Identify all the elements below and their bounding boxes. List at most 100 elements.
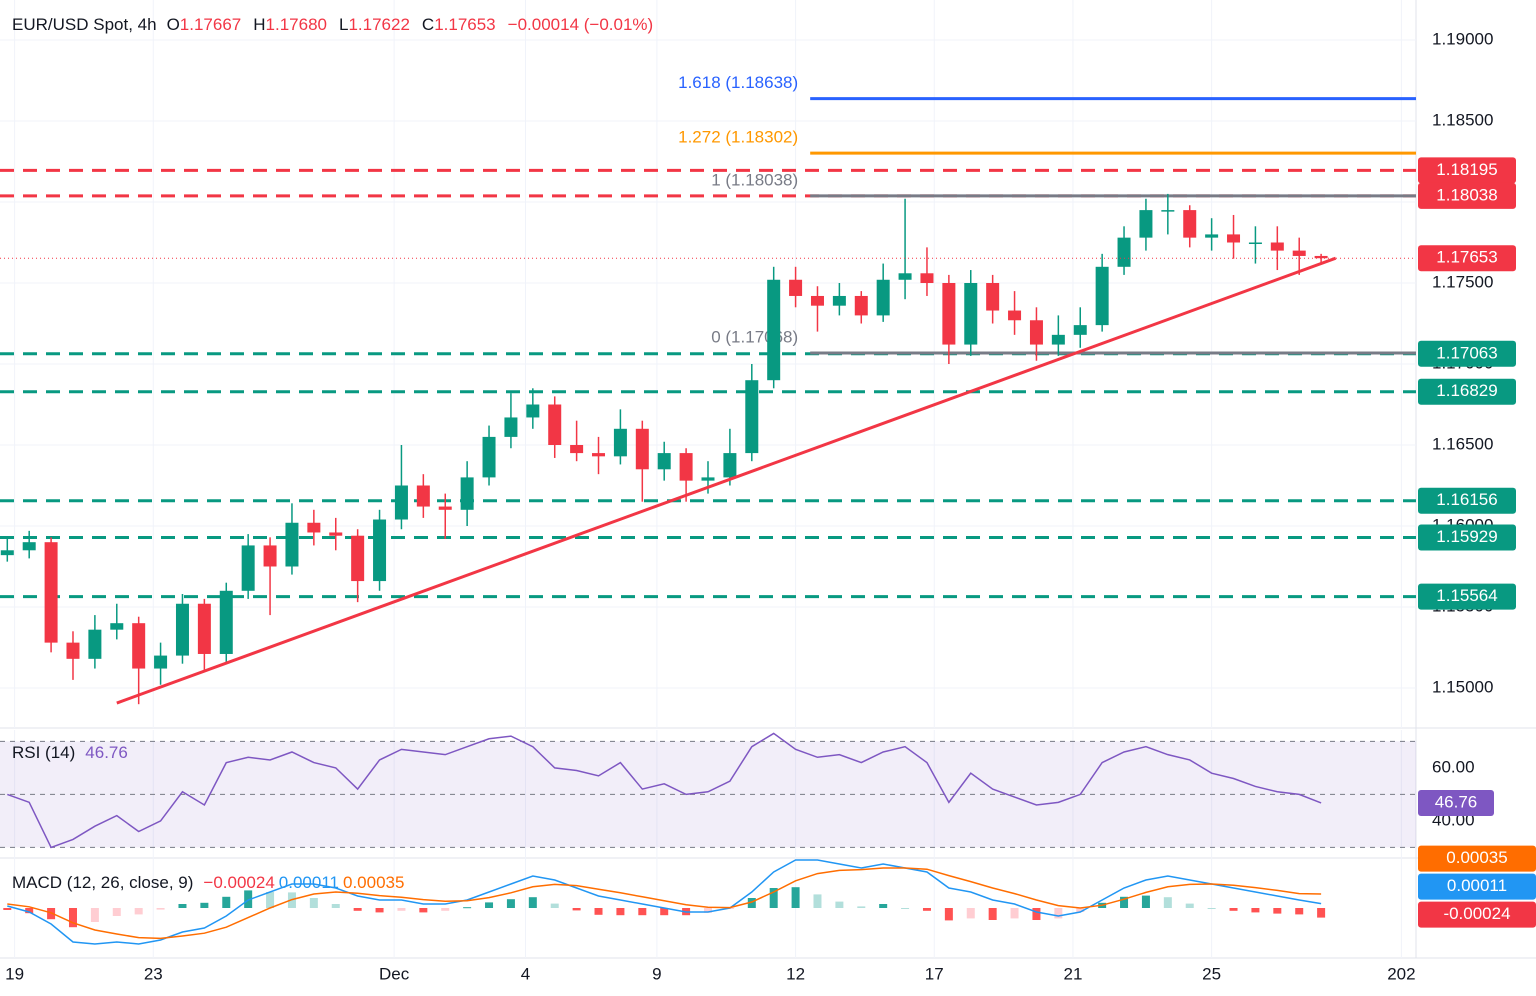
macd-header: MACD (12, 26, close, 9) −0.00024 0.00011 0.… <box>12 873 404 892</box>
candle-body <box>854 295 868 316</box>
candle-body <box>1029 320 1043 345</box>
macd-histogram-bar <box>25 908 34 914</box>
price-badge-label: 1.16156 <box>1436 490 1497 509</box>
macd-histogram-bar <box>331 904 340 908</box>
price-badge <box>1418 157 1516 184</box>
macd-histogram-bar <box>1163 897 1172 908</box>
macd-histogram-bar <box>3 908 12 910</box>
candle-body <box>1270 242 1284 251</box>
rsi-badge <box>1418 789 1494 816</box>
candle-body <box>1051 334 1065 345</box>
macd-histogram-bar <box>506 899 515 908</box>
candle-body <box>175 603 189 656</box>
x-tick-label: 4 <box>521 964 530 983</box>
macd-histogram-bar <box>1229 908 1238 911</box>
macd-histogram-bar <box>1317 908 1326 918</box>
change-label: −0.00014 (−0.01%) <box>508 15 654 34</box>
fib-label: 0 (1.17068) <box>711 327 798 346</box>
candle-body <box>1139 210 1153 238</box>
y-tick-label: 1.15000 <box>1432 677 1493 696</box>
rsi-value: 46.76 <box>85 743 128 762</box>
trendline <box>116 256 1337 705</box>
chart-title: EUR/USD Spot, 4h <box>12 15 157 34</box>
macd-histogram-bar <box>244 890 253 908</box>
candle-body <box>197 603 211 654</box>
macd-histogram-bar <box>68 908 77 928</box>
candle-body <box>548 404 562 445</box>
macd-histogram-bar <box>1032 908 1041 920</box>
candle-body <box>635 428 649 470</box>
price-badge-label: 1.18038 <box>1436 185 1497 204</box>
macd-histogram-bar <box>1251 908 1260 913</box>
candle-body <box>1095 266 1109 326</box>
candle-body <box>767 279 781 381</box>
macd-badge-label: -0.00024 <box>1443 904 1510 923</box>
x-tick-label: 25 <box>1202 964 1221 983</box>
macd-histogram-bar <box>178 904 187 908</box>
ohlc-key: O <box>167 15 180 34</box>
macd-title: MACD (12, 26, close, 9) <box>12 873 193 892</box>
candle-body <box>832 295 846 306</box>
candle-body <box>110 623 124 630</box>
x-tick-label: 21 <box>1063 964 1082 983</box>
candle-body <box>0 550 14 556</box>
macd-histogram-bar <box>1120 896 1129 908</box>
price-badge-label: 1.18195 <box>1436 160 1497 179</box>
macd-histogram-bar <box>1141 895 1150 908</box>
macd-histogram-bar <box>353 908 362 911</box>
price-badge-label: 1.15564 <box>1436 586 1497 605</box>
macd-value: 0.00011 <box>279 873 339 892</box>
macd-histogram-bar <box>922 908 931 911</box>
candle-body <box>920 273 934 284</box>
macd-histogram-bar <box>463 907 472 909</box>
candle-body <box>241 545 255 591</box>
price-badge <box>1418 245 1516 272</box>
candle-body <box>460 477 474 510</box>
macd-histogram-bar <box>791 887 800 908</box>
macd-value: −0.00024 <box>203 873 274 892</box>
candle-body <box>1292 250 1306 256</box>
candle-body <box>394 485 408 520</box>
candle-body <box>657 453 671 470</box>
ohlc-value: 1.17653 <box>434 15 495 34</box>
candle-body <box>1117 237 1131 267</box>
macd-histogram-bar <box>572 908 581 911</box>
macd-histogram-bar <box>944 908 953 921</box>
ohlc-key: H <box>253 15 265 34</box>
macd-histogram-bar <box>704 908 712 913</box>
candle-body <box>285 522 299 567</box>
x-tick-label: 17 <box>925 964 944 983</box>
macd-histogram-bar <box>309 898 318 908</box>
macd-histogram-bar <box>222 896 231 908</box>
candle-body <box>438 506 452 510</box>
candle-body <box>1205 234 1219 238</box>
x-tick-label: 202 <box>1387 964 1415 983</box>
candle-body <box>745 380 759 454</box>
price-badge-label: 1.15929 <box>1436 527 1497 546</box>
macd-histogram-bar <box>112 908 121 916</box>
candle-body <box>154 655 168 669</box>
candle-body <box>789 279 803 296</box>
price-badge-label: 1.16829 <box>1436 381 1497 400</box>
macd-badge <box>1418 901 1536 928</box>
macd-histogram-bar <box>1076 908 1085 912</box>
macd-badge-label: 0.00011 <box>1447 876 1507 895</box>
macd-histogram-bar <box>375 908 384 913</box>
candle-body <box>1161 210 1175 212</box>
x-tick-label: 9 <box>652 964 661 983</box>
macd-histogram-bar <box>616 908 625 916</box>
candle-body <box>22 542 36 551</box>
macd-histogram-bar <box>901 908 910 909</box>
candle-body <box>701 477 715 481</box>
x-tick-label: 23 <box>144 964 163 983</box>
y-tick-label: 1.17500 <box>1432 272 1493 291</box>
price-badge <box>1418 182 1516 209</box>
ohlc-value: 1.17680 <box>266 15 327 34</box>
macd-histogram-bar <box>988 908 997 920</box>
candle-body <box>898 273 912 280</box>
macd-histogram-bar <box>156 908 165 910</box>
fib-label: 1.618 (1.18638) <box>678 73 798 92</box>
